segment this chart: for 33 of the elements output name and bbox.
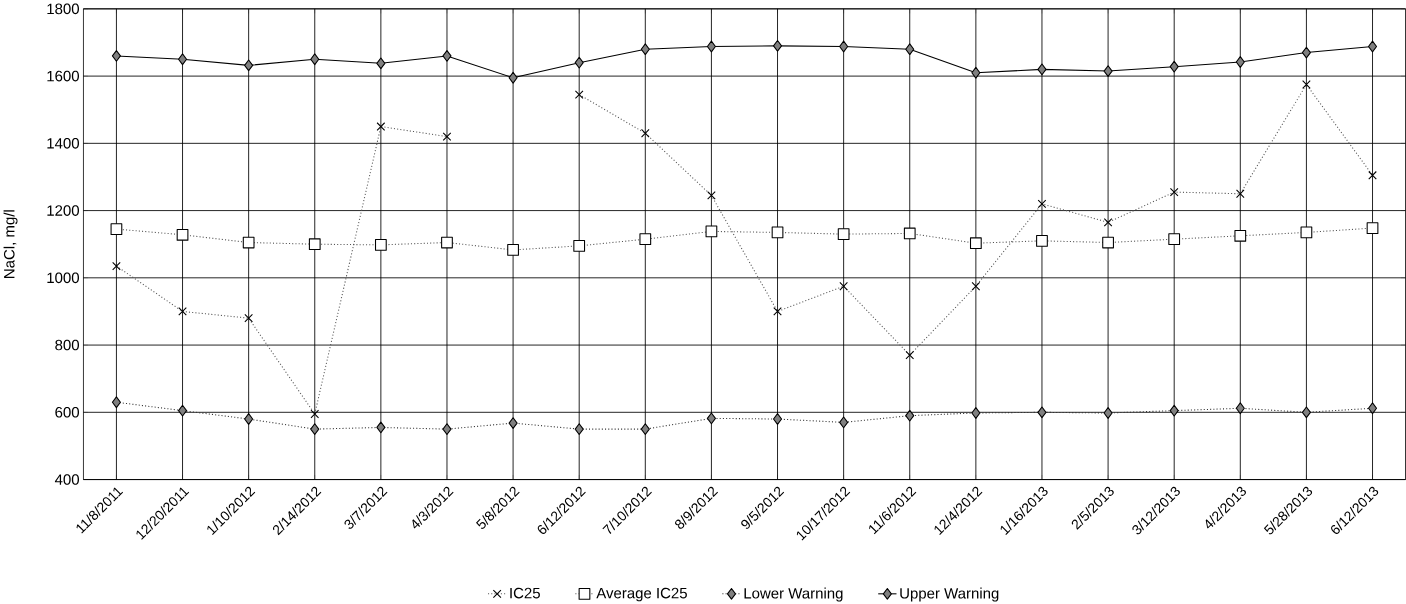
legend-label: Lower Warning: [744, 587, 843, 602]
point: [508, 71, 518, 84]
point: [971, 66, 981, 79]
y-tick-label: 800: [55, 339, 80, 351]
y-tick-label: 600: [55, 406, 80, 418]
point: [1367, 40, 1378, 53]
legend-label: Average IC25: [596, 587, 687, 602]
point: [1169, 60, 1179, 73]
point: [574, 56, 584, 69]
point: [376, 57, 386, 70]
point: [640, 43, 650, 55]
point: [1103, 65, 1113, 77]
y-tick-label: 1200: [47, 205, 80, 216]
y-tick-label: 1400: [47, 137, 80, 149]
point: [839, 40, 849, 53]
point: [1037, 63, 1047, 76]
point: [1301, 46, 1311, 59]
point: [244, 59, 254, 72]
y-tick-label: 400: [54, 474, 80, 485]
point: [310, 53, 320, 66]
point: [177, 53, 188, 66]
y-tick-label: 1800: [47, 3, 80, 15]
y-axis-title: NaCl, mg/l: [3, 210, 18, 278]
point: [905, 43, 915, 55]
legend-label: Upper Warning: [900, 587, 999, 602]
y-tick-label: 1600: [47, 70, 80, 82]
point: [772, 39, 783, 52]
point: [111, 49, 121, 62]
point: [1235, 55, 1245, 68]
point: [442, 49, 452, 62]
y-tick-label: 1000: [47, 272, 80, 283]
point: [706, 40, 716, 53]
legend-label: IC25: [510, 587, 540, 599]
